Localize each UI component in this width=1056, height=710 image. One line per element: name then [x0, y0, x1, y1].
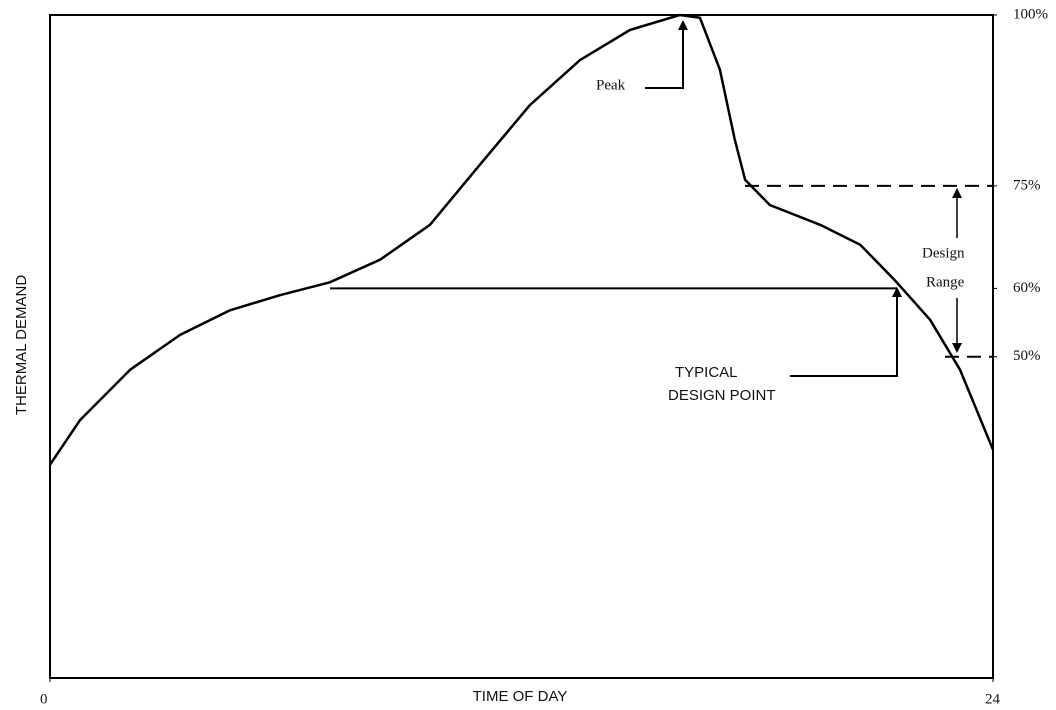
plot-frame [49, 14, 994, 679]
design-range-label: Design [922, 245, 965, 261]
y-tick-label: 100% [1013, 6, 1048, 22]
y-tick-label: 50% [1013, 348, 1041, 364]
y-tick-label: 75% [1013, 177, 1041, 193]
x-axis-label: TIME OF DAY [473, 688, 568, 705]
x-tick-label: 24 [985, 691, 1001, 707]
peak-arrow [645, 20, 688, 89]
design-point-label: TYPICAL [675, 364, 738, 381]
peak-label: Peak [596, 77, 626, 93]
design-range-label: Range [926, 274, 965, 290]
y-tick-label: 60% [1013, 280, 1041, 296]
x-tick-label: 0 [40, 691, 48, 707]
demand-curve [48, 13, 995, 466]
y-axis-label: THERMAL DEMAND [13, 275, 30, 415]
design-point-arrow [790, 287, 902, 377]
design-point-label: DESIGN POINT [668, 387, 776, 404]
